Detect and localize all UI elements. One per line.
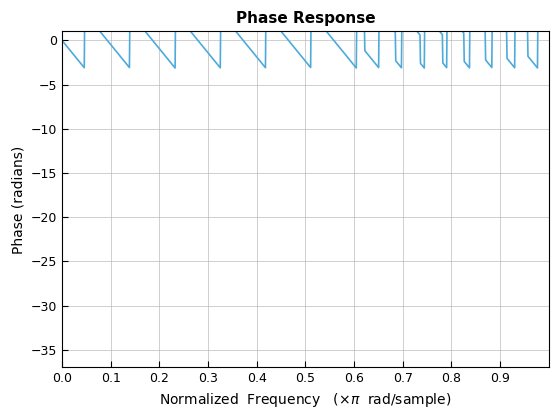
Title: Phase Response: Phase Response [236,11,375,26]
Y-axis label: Phase (radians): Phase (radians) [11,145,25,254]
X-axis label: Normalized  Frequency   ($\times\pi$  rad/sample): Normalized Frequency ($\times\pi$ rad/sa… [159,391,452,409]
